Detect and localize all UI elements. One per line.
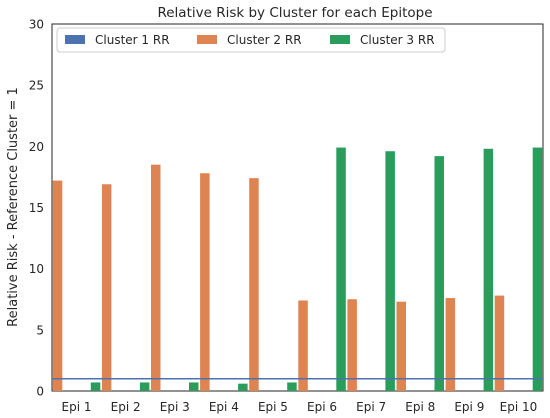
bar-cluster-3-epi-5 (287, 382, 297, 391)
x-tick-label: Epi 4 (209, 400, 239, 414)
x-tick-label: Epi 3 (160, 400, 190, 414)
chart-title: Relative Risk by Cluster for each Epitop… (157, 5, 432, 21)
bar-cluster-2-epi-4 (200, 173, 210, 391)
bar-cluster-3-epi-6 (336, 147, 346, 391)
bar-cluster-3-epi-7 (385, 151, 395, 391)
bar-cluster-3-epi-9 (483, 148, 494, 391)
legend-label-cluster-2: Cluster 2 RR (227, 33, 302, 47)
y-tick-label: 5 (36, 323, 44, 337)
bar-cluster-2-epi-1 (52, 180, 63, 391)
bar-cluster-2-epi-7 (347, 299, 357, 391)
y-tick-label: 25 (29, 79, 44, 93)
legend-swatch-cluster-1 (65, 35, 85, 44)
plot-area (51, 23, 544, 392)
legend-label-cluster-1: Cluster 1 RR (95, 33, 170, 47)
legend-swatch-cluster-2 (197, 35, 217, 44)
y-tick-label: 20 (29, 140, 44, 154)
y-axis: 0 5 10 15 20 25 30 (29, 18, 44, 399)
y-tick-label: 10 (29, 262, 44, 276)
bar-cluster-3-epi-2 (139, 382, 150, 391)
bar-cluster-3-epi-8 (434, 156, 444, 391)
bar-cluster-2-epi-2 (101, 184, 112, 391)
bar-cluster-2-epi-3 (151, 164, 161, 391)
x-tick-label: Epi 9 (454, 400, 484, 414)
legend-label-cluster-3: Cluster 3 RR (360, 33, 435, 47)
legend-swatch-cluster-3 (330, 35, 350, 44)
bar-cluster-2-epi-9 (445, 298, 456, 391)
y-tick-label: 30 (29, 18, 44, 32)
x-axis: Epi 1 Epi 2 Epi 3 Epi 4 Epi 5 Epi 6 Epi 7 Epi 8… (62, 400, 538, 414)
bar-cluster-3-epi-10 (532, 147, 543, 391)
bar-cluster-3-epi-1 (90, 382, 101, 391)
bar-cluster-3-epi-3 (189, 382, 199, 391)
x-tick-label: Epi 8 (405, 400, 435, 414)
x-tick-label: Epi 6 (307, 400, 337, 414)
bar-cluster-2-epi-8 (396, 301, 406, 391)
x-tick-label: Epi 7 (356, 400, 386, 414)
x-tick-label: Epi 10 (500, 400, 538, 414)
bar-cluster-2-epi-6 (298, 300, 308, 391)
bars-group (52, 147, 543, 391)
bar-cluster-2-epi-5 (249, 178, 259, 391)
y-axis-title: Relative Risk - Reference Cluster = 1 (6, 87, 21, 327)
x-tick-label: Epi 5 (258, 400, 288, 414)
y-tick-label: 15 (29, 201, 44, 215)
bar-cluster-3-epi-4 (238, 383, 248, 391)
y-tick-label: 0 (36, 385, 44, 399)
bar-cluster-2-epi-10 (494, 295, 505, 391)
legend-box (56, 27, 446, 53)
x-tick-label: Epi 1 (62, 400, 92, 414)
x-tick-label: Epi 2 (111, 400, 141, 414)
legend: Cluster 1 RR Cluster 2 RR Cluster 3 RR (56, 27, 446, 53)
